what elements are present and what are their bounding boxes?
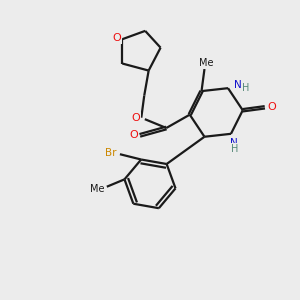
Text: O: O — [132, 113, 140, 123]
Text: Br: Br — [105, 148, 117, 158]
Text: O: O — [129, 130, 138, 140]
Text: O: O — [267, 102, 276, 112]
Text: Me: Me — [90, 184, 105, 194]
Text: N: N — [230, 138, 238, 148]
Text: Me: Me — [199, 58, 213, 68]
Text: O: O — [113, 33, 122, 43]
Text: H: H — [242, 82, 249, 93]
Text: N: N — [234, 80, 241, 90]
Text: H: H — [231, 144, 238, 154]
